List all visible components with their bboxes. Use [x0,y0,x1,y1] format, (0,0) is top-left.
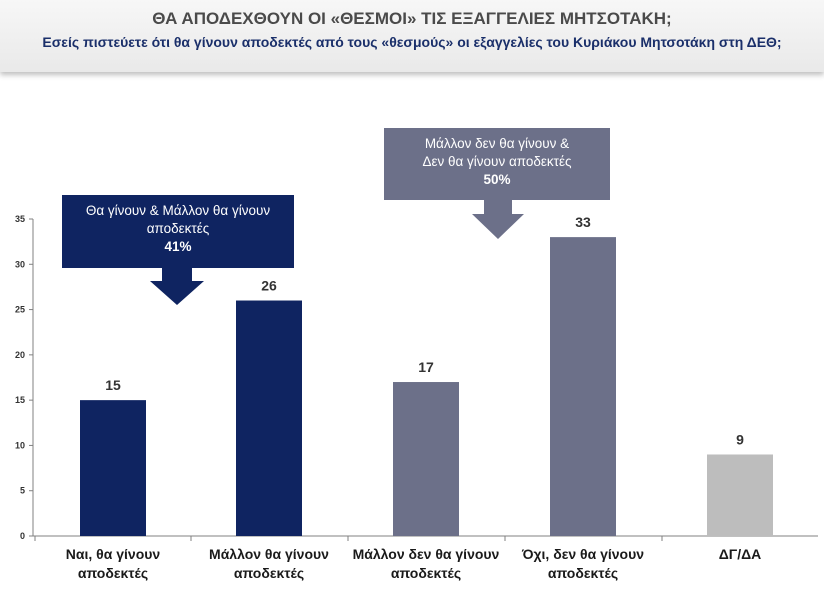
bar [707,454,773,536]
x-category-label: ΔΓ/ΔΑ [719,546,762,562]
x-category-line: Ναι, θα γίνουν [66,546,161,562]
y-tick-label: 25 [15,305,25,315]
callout-no-value: 50% [483,172,511,187]
callout-yes-text: Θα γίνουν & Μάλλον θα γίνουν αποδεκτές 4… [62,202,294,256]
bar [80,400,146,536]
callout-yes-line-2: αποδεκτές [146,221,210,236]
callout-yes-value: 41% [164,239,192,254]
page-subtitle: Εσείς πιστεύετε ότι θα γίνουν αποδεκτές … [42,34,782,50]
bar-value-label: 33 [575,214,591,230]
x-category-label: Μάλλον θα γίνουν αποδεκτές [209,546,329,581]
callouts [62,128,610,305]
x-category-line: Όχι, δεν θα γίνουν [521,546,644,562]
x-category-line: αποδεκτές [78,565,148,581]
bar [550,237,616,536]
y-tick-label: 35 [15,214,25,224]
y-tick-label: 5 [20,486,25,496]
bar [236,300,302,536]
callout-yes-line-1: Θα γίνουν & Μάλλον θα γίνουν [85,203,271,218]
bar-value-label: 15 [105,377,121,393]
x-category-line: Μάλλον δεν θα γίνουν [353,546,500,562]
y-tick-label: 20 [15,350,25,360]
callout-no-line-2: Δεν θα γίνουν αποδεκτές [422,154,572,169]
page-title: ΘΑ ΑΠΟΔΕΧΘΟΥΝ ΟΙ «ΘΕΣΜΟΙ» ΤΙΣ ΕΞΑΓΓΕΛΙΕΣ… [152,9,672,28]
callout-no-arrow [472,200,524,239]
x-category-label: Ναι, θα γίνουν αποδεκτές [66,546,161,581]
header: ΘΑ ΑΠΟΔΕΧΘΟΥΝ ΟΙ «ΘΕΣΜΟΙ» ΤΙΣ ΕΞΑΓΓΕΛΙΕΣ… [0,0,824,72]
x-category-label: Όχι, δεν θα γίνουν αποδεκτές [521,546,644,581]
callout-no-text: Μάλλον δεν θα γίνουν & Δεν θα γίνουν απο… [384,135,610,189]
x-category-line: Μάλλον θα γίνουν [209,546,329,562]
x-category-line: ΔΓ/ΔΑ [719,546,762,562]
bar [393,382,459,536]
callout-no-line-1: Μάλλον δεν θα γίνουν & [424,136,570,151]
x-category-line: αποδεκτές [391,565,461,581]
labels: 15 Ναι, θα γίνουν αποδεκτές 26 Μάλλον θα γίν… [66,214,761,581]
bar-value-label: 17 [418,359,434,375]
x-category-label: Μάλλον δεν θα γίνουν αποδεκτές [353,546,500,581]
x-category-line: αποδεκτές [234,565,304,581]
callout-no-box [384,128,610,200]
x-category-line: αποδεκτές [548,565,618,581]
callout-yes-box [62,195,294,268]
y-tick-label: 10 [15,440,25,450]
y-tick-label: 0 [20,531,25,541]
callout-yes-arrow [150,268,204,305]
y-tick-label: 15 [15,395,25,405]
bars [80,237,773,536]
bar-value-label: 9 [736,431,744,447]
y-tick-label: 30 [15,259,25,269]
bar-value-label: 26 [261,278,277,294]
